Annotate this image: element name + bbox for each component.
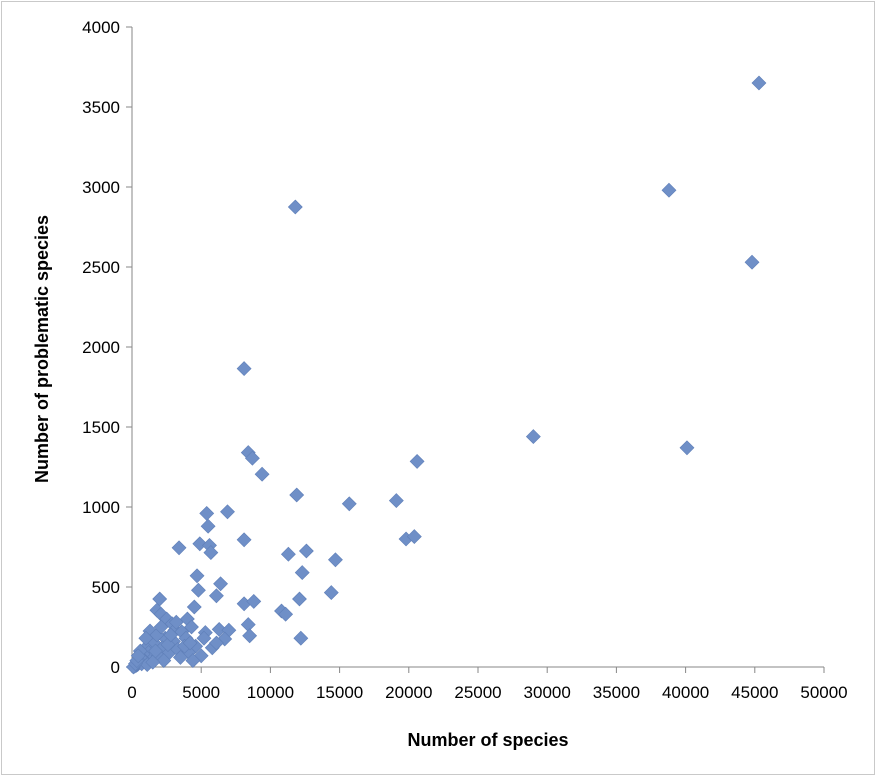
x-tick-label: 20000 — [385, 683, 432, 702]
y-tick-label: 500 — [92, 578, 120, 597]
data-point — [184, 619, 199, 635]
data-point — [130, 648, 146, 664]
data-point — [236, 361, 252, 377]
data-point — [213, 576, 229, 592]
data-point — [246, 593, 262, 609]
data-point — [388, 493, 404, 509]
data-point — [148, 643, 163, 659]
x-axis-title: Number of species — [407, 730, 568, 750]
data-point — [203, 545, 219, 561]
x-tick-label: 45000 — [731, 683, 778, 702]
y-tick-label: 1000 — [82, 498, 120, 517]
x-axis-ticks: 0 5000 10000 15000 20000 25000 30000 35000 40000… — [127, 667, 848, 702]
data-point — [236, 532, 252, 548]
data-points — [125, 75, 767, 675]
data-point — [406, 529, 422, 545]
data-point — [409, 453, 425, 469]
x-tick-label: 40000 — [662, 683, 709, 702]
data-point — [171, 540, 187, 556]
data-point — [679, 440, 695, 456]
data-point — [328, 552, 343, 568]
data-point — [751, 75, 767, 91]
data-point — [208, 588, 224, 604]
data-point — [525, 429, 541, 445]
axes — [131, 27, 824, 668]
data-point — [152, 591, 168, 607]
x-tick-label: 35000 — [593, 683, 640, 702]
data-point — [168, 614, 184, 630]
data-point — [211, 621, 227, 637]
data-point — [298, 543, 314, 559]
data-point — [744, 254, 760, 270]
x-tick-label: 0 — [127, 683, 136, 702]
data-point — [185, 653, 201, 669]
y-tick-label: 2500 — [82, 258, 120, 277]
x-tick-label: 50000 — [800, 683, 847, 702]
data-point — [199, 505, 215, 521]
x-tick-label: 10000 — [247, 683, 294, 702]
x-tick-label: 25000 — [454, 683, 501, 702]
data-point — [323, 585, 339, 601]
x-tick-label: 5000 — [182, 683, 220, 702]
data-point — [341, 496, 357, 512]
data-point — [138, 630, 154, 646]
data-point — [661, 182, 677, 198]
data-point — [294, 565, 310, 581]
data-point — [192, 536, 208, 552]
data-point — [173, 649, 188, 665]
data-point — [153, 619, 169, 635]
y-tick-label: 3000 — [82, 178, 120, 197]
data-point — [208, 635, 224, 651]
data-point — [280, 546, 296, 562]
data-point — [186, 599, 202, 615]
data-point — [200, 518, 216, 534]
x-tick-label: 15000 — [316, 683, 363, 702]
y-axis-title: Number of problematic species — [32, 215, 52, 483]
data-point — [254, 466, 270, 482]
data-point — [289, 487, 305, 503]
y-tick-label: 2000 — [82, 338, 120, 357]
y-tick-label: 0 — [111, 658, 120, 677]
data-point — [191, 582, 206, 598]
data-point — [163, 627, 179, 643]
data-point — [196, 630, 212, 646]
x-tick-label: 30000 — [524, 683, 571, 702]
data-point — [287, 199, 303, 215]
data-point — [189, 568, 205, 584]
data-point — [145, 654, 161, 670]
data-point — [156, 653, 172, 669]
data-point — [244, 450, 260, 466]
data-point — [240, 617, 256, 633]
data-point — [242, 628, 258, 644]
data-point — [182, 635, 198, 651]
y-axis-ticks: 0 500 1000 1500 2000 2500 3000 3500 4000 — [82, 18, 132, 677]
data-point — [292, 591, 307, 607]
y-tick-label: 1500 — [82, 418, 120, 437]
y-tick-label: 3500 — [82, 98, 120, 117]
y-tick-label: 4000 — [82, 18, 120, 37]
data-point — [220, 504, 235, 520]
data-point — [278, 606, 294, 622]
data-point — [293, 630, 309, 646]
